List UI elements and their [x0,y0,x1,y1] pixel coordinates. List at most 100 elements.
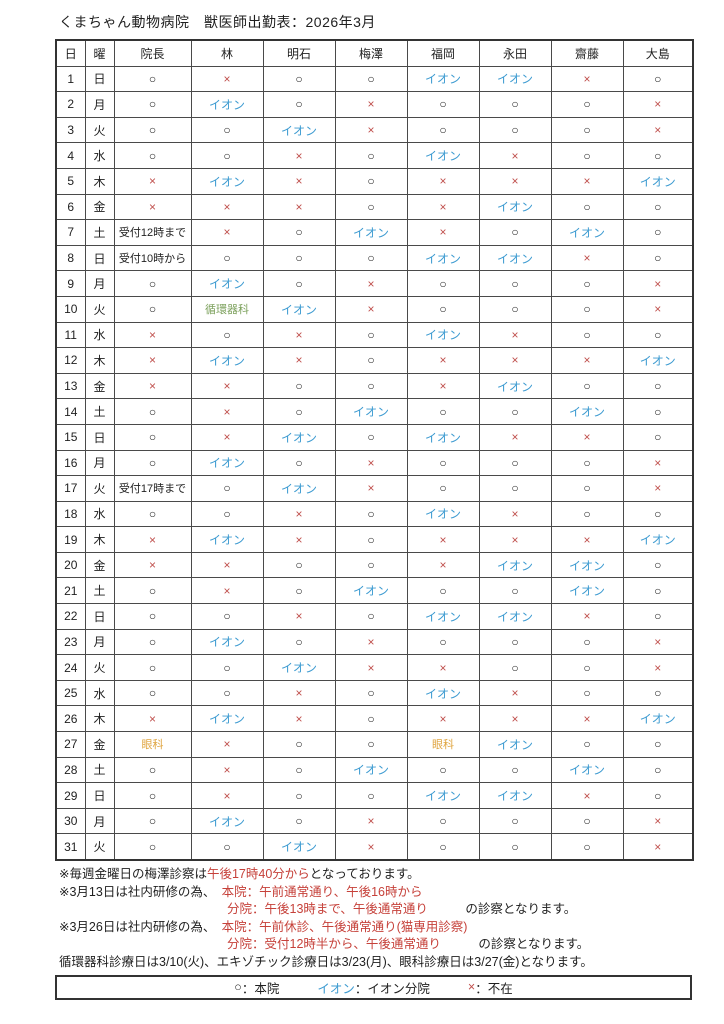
main-hospital-mark: ○ [654,686,662,701]
status-cell: ○ [334,526,408,553]
main-hospital-mark: ○ [148,788,157,803]
status-cell: イオン [334,398,408,425]
status-cell: イオン [406,500,480,528]
day-cell: 8 [55,244,86,272]
status-cell: イオン [478,782,552,809]
status-cell: ○ [262,551,336,579]
status-cell: × [113,372,192,400]
day-cell: 5 [55,167,86,195]
column-header: 永田 [478,39,552,67]
status-cell: × [262,167,336,195]
absent-mark: × [148,174,156,189]
day-cell: 10 [55,295,86,323]
main-hospital-mark: ○ [148,455,157,470]
main-hospital-mark: ○ [511,660,519,675]
status-cell: ○ [334,167,408,195]
weekday-cell: 日 [84,423,115,451]
status-cell: × [262,142,336,169]
absent-mark: × [439,199,447,214]
main-hospital-mark: ○ [295,379,303,394]
status-cell: イオン [406,321,480,349]
weekday-cell: 金 [84,193,115,221]
ion-branch-mark: イオン [496,251,533,266]
status-cell: × [334,833,408,861]
status-cell: 循環器科 [190,295,264,323]
status-cell: × [622,475,694,502]
status-cell: ○ [113,142,192,169]
main-hospital-mark: ○ [439,276,447,291]
day-cell: 4 [55,142,86,169]
status-cell: イオン [190,807,264,835]
note-text: となっております。 [309,867,420,881]
status-cell: ○ [113,65,192,93]
status-cell: イオン [334,577,408,605]
status-cell: ○ [478,807,552,835]
status-cell: イオン [550,219,624,246]
status-cell: × [262,347,336,374]
main-hospital-mark: ○ [367,532,375,547]
status-cell: ○ [113,398,192,425]
reception-label: 受付12時まで [118,227,187,240]
status-cell: イオン [262,654,336,681]
status-cell: × [406,526,480,553]
status-cell: 眼科 [113,731,192,758]
status-cell: イオン [406,244,480,272]
status-cell: ○ [406,398,480,425]
main-hospital-mark: ○ [583,327,591,342]
ion-branch-mark: イオン [639,533,676,548]
day-cell: 24 [55,654,86,681]
status-cell: ○ [478,398,552,425]
absent-mark: × [148,327,156,342]
legend-symbol: ○ [234,980,242,995]
table-row: 6 金 × × × ○ × イオン ○ ○ [55,193,694,221]
status-cell: × [406,705,480,733]
status-cell: × [190,423,264,451]
status-cell: ○ [406,577,480,605]
status-cell: ○ [262,731,336,758]
page-title: くまちゃん動物病院 獣医師出勤表：2026年3月 [59,14,376,30]
note-highlight-text: 本院：午前通常通り、午後16時から [221,884,423,899]
weekday-cell: 日 [84,603,115,630]
cardiology-label: 循環器科 [205,304,249,317]
main-hospital-mark: ○ [295,404,303,419]
absent-mark: × [439,558,447,573]
main-hospital-mark: ○ [295,634,303,649]
absent-mark: × [367,276,375,291]
status-cell: ○ [334,65,408,93]
main-hospital-mark: ○ [583,302,591,317]
status-cell: ○ [622,372,694,400]
status-cell: イオン [478,731,552,758]
main-hospital-mark: ○ [367,737,375,752]
main-hospital-mark: ○ [367,430,375,445]
day-cell: 14 [55,398,86,425]
status-cell: × [190,782,264,809]
absent-mark: × [439,532,447,547]
status-cell: ○ [406,270,480,297]
main-hospital-mark: ○ [223,686,231,701]
main-hospital-mark: ○ [439,634,447,649]
main-hospital-mark: ○ [148,814,157,829]
absent-mark: × [148,711,156,726]
ion-branch-mark: イオン [208,353,245,368]
status-cell: × [262,603,336,630]
absent-mark: × [148,199,156,214]
status-cell: × [334,295,408,323]
note-line: ※3月26日は社内研修の為、 本院：午前休診、午後通常通り(猫専用診察) [59,919,724,937]
main-hospital-mark: ○ [295,225,303,240]
note-highlight-text: 本院：午前休診、午後通常通り(猫専用診察) [221,919,468,934]
table-header: 日曜院長林明石 梅澤 福岡 永田 齋藤 大島 [55,39,694,67]
weekday-cell: 土 [84,398,115,425]
main-hospital-mark: ○ [223,506,231,521]
status-cell: ○ [334,347,408,374]
status-cell: ○ [478,654,552,681]
ion-branch-mark: イオン [639,174,676,189]
status-cell: ○ [190,500,264,528]
status-cell: × [406,347,480,374]
table-row: 26 木 × イオン × ○ × × × イオン [55,705,694,733]
status-cell: × [334,91,408,118]
day-cell: 28 [55,756,86,784]
status-cell: × [113,347,192,374]
schedule-table: 日曜院長林明石 梅澤 福岡 永田 齋藤 大島 1 日 ○ × ○ ○ イオン イオン × ○ 2 月 ○ イオン ○ ×… [55,39,694,861]
status-cell: ○ [262,628,336,656]
status-cell: ○ [262,219,336,246]
